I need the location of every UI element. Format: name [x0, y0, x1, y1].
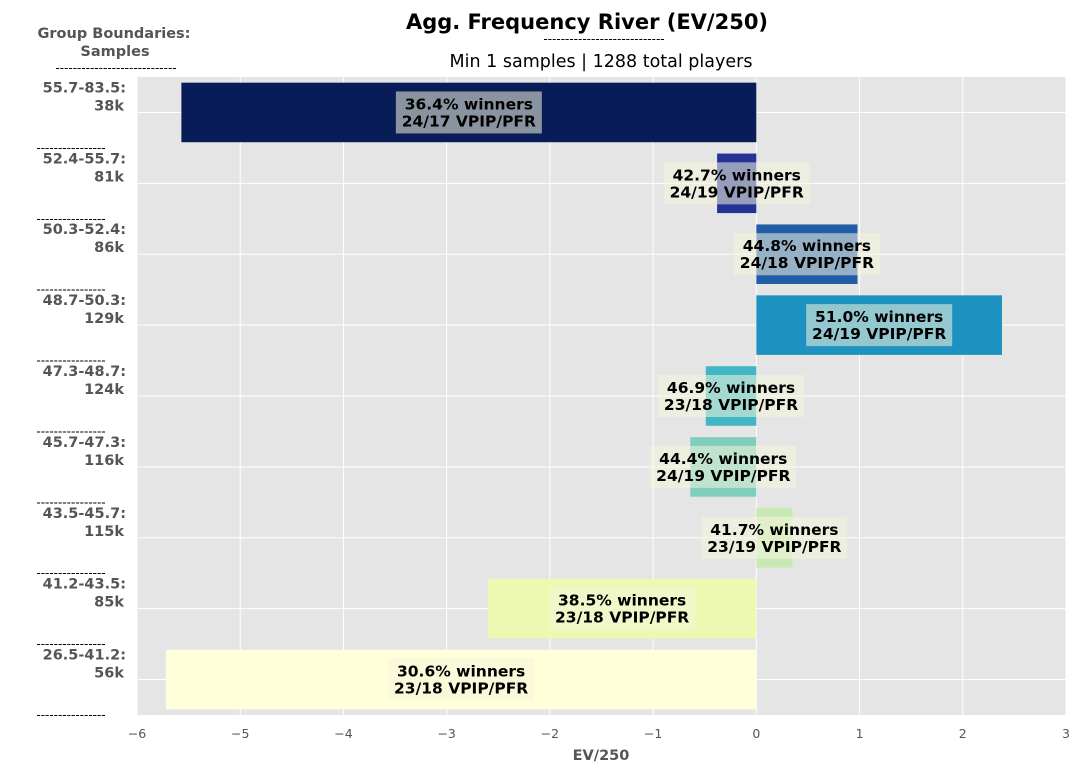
- annotation-box: [549, 587, 696, 630]
- x-tick-label: −3: [437, 726, 455, 741]
- annotation-box: [806, 304, 953, 347]
- x-tick-label: −4: [334, 726, 352, 741]
- annotation-box: [395, 91, 542, 134]
- x-tick-label: 2: [959, 726, 967, 741]
- annotation-vpip-pfr: 23/18 VPIP/PFR: [664, 396, 798, 414]
- y-label-range: 48.7-50.3:: [43, 293, 126, 309]
- x-tick-label: 3: [1062, 726, 1070, 741]
- annotation-winners: 41.7% winners: [710, 521, 838, 539]
- y-label-range: 45.7-47.3:: [43, 435, 126, 451]
- row-separator: ----------------: [36, 637, 105, 651]
- row-separator: ----------------: [36, 283, 105, 297]
- annotation-box: [733, 233, 880, 276]
- y-label-range: 41.2-43.5:: [43, 577, 126, 593]
- annotation-vpip-pfr: 24/19 VPIP/PFR: [812, 325, 946, 343]
- annotation-vpip-pfr: 24/17 VPIP/PFR: [402, 112, 536, 130]
- annotation-vpip-pfr: 23/18 VPIP/PFR: [394, 680, 528, 698]
- y-label-range: 55.7-83.5:: [43, 80, 126, 96]
- y-label-range: 43.5-45.7:: [43, 506, 126, 522]
- annotation-box: [650, 445, 797, 488]
- annotation-winners: 42.7% winners: [673, 166, 801, 184]
- annotation-vpip-pfr: 24/19 VPIP/PFR: [656, 467, 790, 485]
- annotation-vpip-pfr: 23/18 VPIP/PFR: [555, 609, 689, 627]
- annotation-box: [663, 162, 810, 205]
- row-separator: ----------------: [36, 424, 105, 438]
- corner-label-samples: Samples: [80, 44, 149, 60]
- row-separator: ----------------: [36, 708, 105, 722]
- row-separator: ----------------: [36, 212, 105, 226]
- y-label-samples: 115k: [84, 524, 124, 540]
- x-tick-label: 1: [856, 726, 864, 741]
- annotation-vpip-pfr: 24/18 VPIP/PFR: [740, 254, 874, 272]
- annotation-winners: 36.4% winners: [405, 95, 533, 113]
- y-label-range: 47.3-48.7:: [43, 364, 126, 380]
- row-separator: ----------------: [36, 566, 105, 580]
- annotation-box: [701, 516, 848, 559]
- annotation-winners: 51.0% winners: [815, 308, 943, 326]
- corner-label-group-boundaries: Group Boundaries:: [38, 26, 191, 42]
- x-tick-label: −1: [644, 726, 662, 741]
- annotation-box: [388, 658, 535, 701]
- y-label-samples: 85k: [94, 595, 124, 611]
- y-label-samples: 129k: [84, 311, 124, 327]
- y-label-range: 50.3-52.4:: [43, 222, 126, 238]
- annotation-winners: 38.5% winners: [558, 592, 686, 610]
- y-label-range: 26.5-41.2:: [43, 648, 126, 664]
- corner-label-underline: ----------------------------: [55, 61, 176, 75]
- annotation-winners: 44.8% winners: [743, 237, 871, 255]
- x-tick-label: −2: [541, 726, 559, 741]
- y-label-samples: 56k: [94, 666, 124, 682]
- chart-subtitle: Min 1 samples | 1288 total players: [450, 52, 753, 72]
- annotation-vpip-pfr: 23/19 VPIP/PFR: [707, 538, 841, 556]
- x-axis-ticks: −6 −5 −4 −3 −2 −1 0 1 2 3: [128, 726, 1070, 741]
- x-tick-label: −5: [231, 726, 249, 741]
- y-label-samples: 116k: [84, 453, 124, 469]
- y-axis-labels: 55.7-83.5:38k----------------52.4-55.7:8…: [36, 80, 126, 722]
- annotation-winners: 44.4% winners: [659, 450, 787, 468]
- annotation-vpip-pfr: 24/19 VPIP/PFR: [670, 183, 804, 201]
- x-tick-label: 0: [752, 726, 760, 741]
- annotation-winners: 46.9% winners: [667, 379, 795, 397]
- y-label-samples: 81k: [94, 169, 124, 185]
- y-label-samples: 86k: [94, 240, 124, 256]
- x-tick-label: −6: [128, 726, 146, 741]
- row-separator: ----------------: [36, 141, 105, 155]
- row-separator: ----------------: [36, 495, 105, 509]
- y-label-range: 52.4-55.7:: [43, 151, 126, 167]
- chart-title-underline: ----------------------------: [543, 32, 664, 46]
- y-label-samples: 38k: [94, 98, 124, 114]
- annotation-winners: 30.6% winners: [397, 663, 525, 681]
- x-axis-label: EV/250: [573, 748, 630, 764]
- chart-title: Agg. Frequency River (EV/250): [406, 10, 768, 34]
- row-separator: ----------------: [36, 354, 105, 368]
- y-label-samples: 124k: [84, 382, 124, 398]
- annotation-box: [658, 375, 805, 417]
